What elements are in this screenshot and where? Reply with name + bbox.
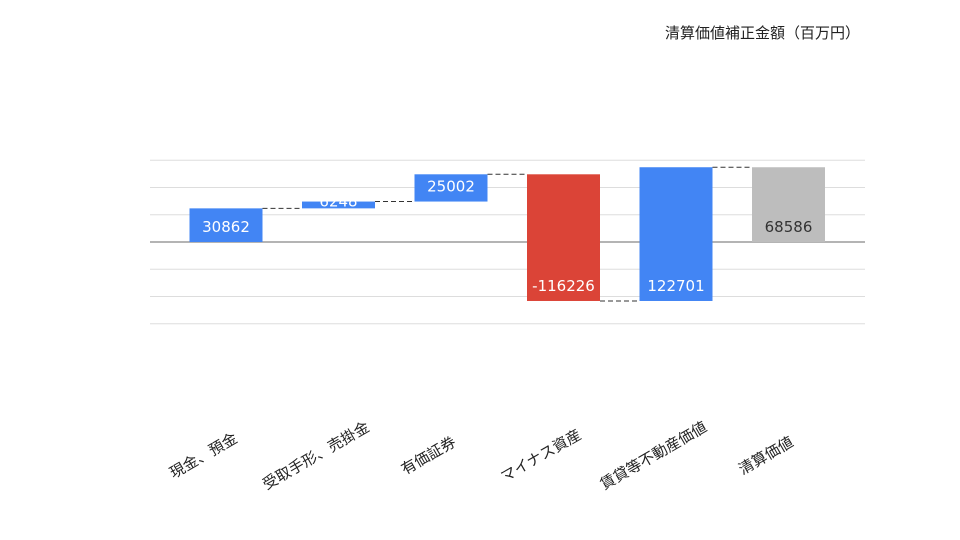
x-tick-label-0: 現金、預金 [167,429,241,482]
data-label-4: 122701 [647,277,704,295]
x-tick-label-2: 有価証券 [398,433,459,479]
x-tick-label-4: 賃貸等不動産価値 [597,418,710,494]
bar-5 [752,167,825,242]
x-tick-label-1: 受取手形、売掛金 [260,418,373,494]
data-label-0: 30862 [202,218,250,236]
x-tick-label-3: マイナス資産 [498,425,585,485]
bar-2 [414,174,488,202]
bar-0 [189,208,263,242]
chart-title: 清算価値補正金額（百万円） [664,24,860,42]
bar-3 [527,174,600,301]
x-tick-label-5: 清算価値 [736,433,797,479]
bar-4 [639,167,713,301]
data-label-3: -116226 [532,277,595,295]
data-label-2: 25002 [427,178,475,196]
bar-1 [302,201,375,209]
data-label-5: 68586 [765,218,813,236]
data-label-1: 6248 [319,192,357,210]
